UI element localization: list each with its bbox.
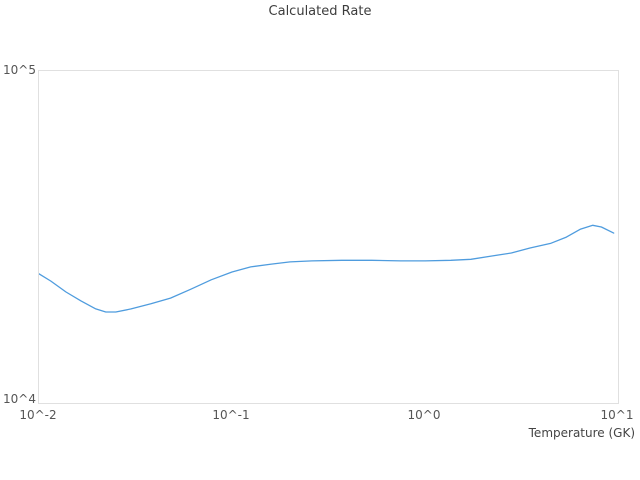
chart-title: Calculated Rate bbox=[268, 4, 372, 19]
y-tick-label-1e4: 10^4 bbox=[3, 392, 36, 406]
x-tick-label-1e1: 10^1 bbox=[600, 408, 634, 422]
y-tick-label-1e5: 10^5 bbox=[3, 63, 36, 77]
x-tick-label-1e-2: 10^-2 bbox=[19, 408, 57, 422]
rate-line-series bbox=[39, 224, 615, 313]
x-tick-label-1e-1: 10^-1 bbox=[212, 408, 250, 422]
x-tick-label-1e0: 10^0 bbox=[407, 408, 441, 422]
plot-area bbox=[38, 70, 619, 404]
x-axis-title: Temperature (GK) bbox=[528, 426, 635, 440]
rate-line bbox=[39, 224, 615, 313]
